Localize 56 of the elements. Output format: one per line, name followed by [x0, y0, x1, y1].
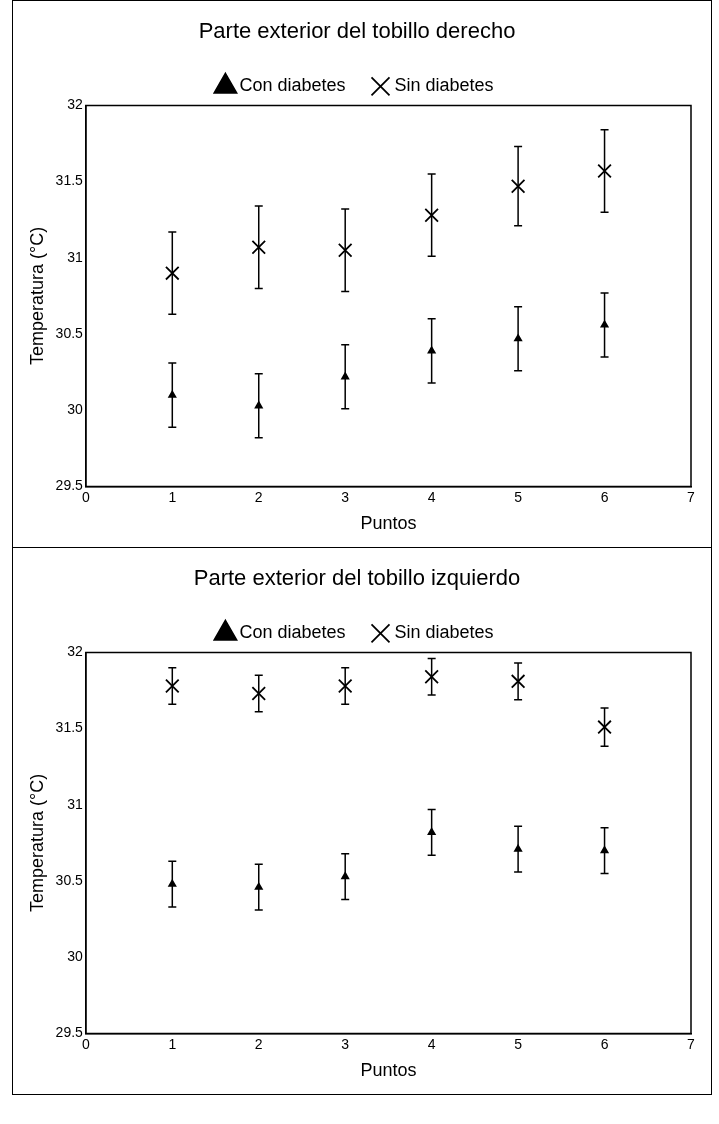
y-tick-label: 31.5	[55, 719, 84, 736]
y-axis-title: Temperatura (°C)	[26, 226, 47, 366]
point	[337, 678, 353, 694]
x-tick-label: 3	[341, 1035, 350, 1052]
y-tick-label: 32	[67, 643, 84, 660]
x-tick-label: 0	[81, 1035, 90, 1052]
x-tick-label: 1	[168, 488, 177, 505]
point	[251, 239, 267, 255]
y-tick-label: 30.5	[55, 324, 84, 341]
x-tick-label: 2	[254, 1035, 263, 1052]
point	[251, 686, 267, 701]
point	[510, 178, 526, 194]
y-tick-label: 29.5	[55, 1024, 84, 1041]
point	[168, 879, 177, 887]
legend-label: Sin diabetes	[394, 622, 494, 643]
y-tick-label: 30.5	[55, 871, 84, 888]
point	[597, 719, 612, 735]
x-tick-label: 7	[687, 488, 696, 505]
legend-label: Con diabetes	[239, 75, 346, 96]
x-tick-label: 6	[600, 488, 609, 505]
chart-title: Parte exterior del tobillo derecho	[198, 18, 516, 44]
y-tick-label: 30	[67, 401, 84, 418]
x-tick-label: 5	[514, 488, 523, 505]
x-tick-label: 3	[341, 488, 350, 505]
legend-label: Con diabetes	[239, 622, 346, 643]
y-tick-label: 29.5	[55, 477, 84, 494]
point	[337, 242, 353, 258]
y-axis-title: Temperatura (°C)	[26, 773, 47, 913]
point	[424, 669, 439, 685]
x-axis-title: Puntos	[360, 1060, 417, 1081]
y-tick-label: 30	[67, 948, 84, 965]
x-axis-title: Puntos	[360, 513, 417, 534]
y-tick-label: 31	[67, 795, 84, 812]
x-tick-label: 4	[427, 1035, 436, 1052]
point	[254, 882, 263, 890]
y-tick-label: 32	[67, 96, 84, 113]
x-tick-label: 2	[254, 488, 263, 505]
y-tick-label: 31	[67, 248, 84, 265]
point	[600, 320, 609, 328]
point	[510, 674, 526, 689]
point	[168, 390, 177, 398]
chart-title: Parte exterior del tobillo izquierdo	[193, 565, 521, 591]
point	[427, 827, 436, 835]
point	[165, 265, 180, 281]
x-tick-label: 5	[514, 1035, 523, 1052]
point	[165, 678, 180, 694]
point	[427, 346, 436, 354]
point	[424, 207, 439, 223]
x-tick-label: 0	[81, 488, 90, 505]
y-tick-label: 31.5	[55, 172, 84, 189]
x-tick-label: 1	[168, 1035, 177, 1052]
legend-label: Sin diabetes	[394, 75, 494, 96]
x-tick-label: 6	[600, 1035, 609, 1052]
x-tick-label: 7	[687, 1035, 696, 1052]
point	[597, 163, 612, 179]
x-tick-label: 4	[427, 488, 436, 505]
